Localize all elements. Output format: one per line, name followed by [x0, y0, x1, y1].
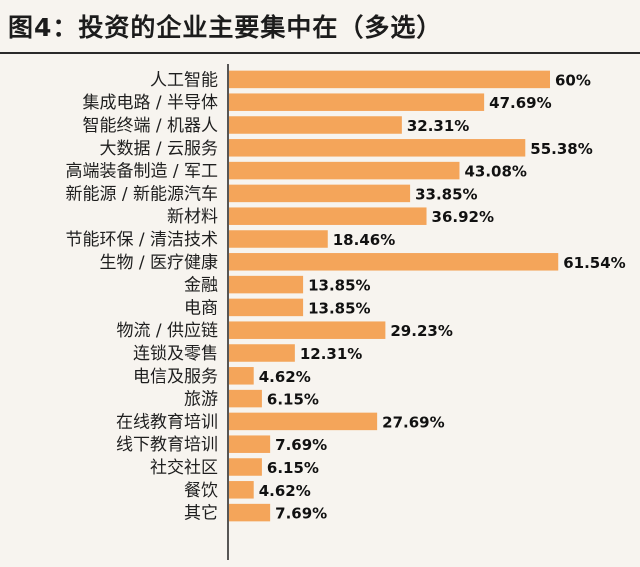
value-label: 32.31%: [407, 117, 469, 135]
bar: [229, 253, 559, 271]
category-label: 餐饮: [184, 481, 218, 501]
bar: [229, 321, 386, 339]
bar: [229, 503, 271, 522]
value-label: 33.85%: [415, 185, 477, 203]
category-label: 智能终端 / 机器人: [82, 116, 218, 136]
bar: [229, 207, 427, 225]
bar: [229, 298, 304, 317]
value-label: 55.38%: [530, 140, 592, 158]
bar: [229, 367, 254, 385]
value-label: 4.62%: [259, 482, 311, 500]
category-label: 人工智能: [150, 70, 218, 90]
category-label: 其它: [184, 504, 218, 524]
value-label: 7.69%: [275, 505, 327, 523]
value-label: 27.69%: [382, 413, 444, 431]
value-label: 12.31%: [300, 345, 362, 363]
category-label: 生物 / 医疗健康: [99, 253, 218, 273]
value-label: 61.54%: [563, 254, 625, 272]
value-label: 60%: [555, 71, 591, 89]
bar: [229, 481, 254, 499]
category-label: 旅游: [184, 390, 218, 410]
chart-title: 图4：投资的企业主要集中在（多选）: [8, 13, 443, 42]
value-label: 6.15%: [267, 459, 319, 477]
value-label: 13.85%: [308, 299, 370, 317]
category-label: 节能环保 / 清洁技术: [65, 230, 218, 250]
category-label: 大数据 / 云服务: [99, 139, 218, 159]
category-label: 物流 / 供应链: [116, 321, 218, 341]
category-label: 高端装备制造 / 军工: [65, 162, 218, 182]
value-label: 29.23%: [390, 322, 452, 340]
bar: [229, 161, 460, 180]
bar: [229, 184, 411, 203]
bar: [229, 139, 526, 157]
bar: [229, 275, 304, 294]
category-label: 电商: [184, 298, 218, 318]
bar: [229, 116, 402, 134]
category-label: 电信及服务: [133, 367, 218, 387]
category-label: 连锁及零售: [133, 344, 218, 364]
value-label: 13.85%: [308, 277, 370, 295]
category-label: 在线教育培训: [116, 412, 218, 432]
bar: [229, 435, 271, 453]
bar: [229, 70, 550, 89]
bar: [229, 458, 262, 476]
category-label: 线下教育培训: [116, 435, 218, 455]
value-label: 36.92%: [432, 208, 494, 226]
value-label: 47.69%: [489, 94, 551, 112]
bar: [229, 412, 378, 431]
title-divider: [0, 52, 640, 54]
category-label: 集成电路 / 半导体: [82, 93, 218, 113]
value-label: 43.08%: [464, 163, 526, 181]
bar: [229, 93, 485, 111]
value-label: 7.69%: [275, 436, 327, 454]
value-label: 4.62%: [259, 368, 311, 386]
bar: [229, 344, 295, 362]
value-label: 18.46%: [333, 231, 395, 249]
category-label: 社交社区: [150, 458, 218, 478]
bar: [229, 230, 328, 248]
category-label: 新材料: [167, 207, 218, 227]
category-label: 新能源 / 新能源汽车: [65, 184, 218, 204]
category-label: 金融: [184, 276, 218, 296]
value-label: 6.15%: [267, 391, 319, 409]
bar: [229, 389, 262, 408]
